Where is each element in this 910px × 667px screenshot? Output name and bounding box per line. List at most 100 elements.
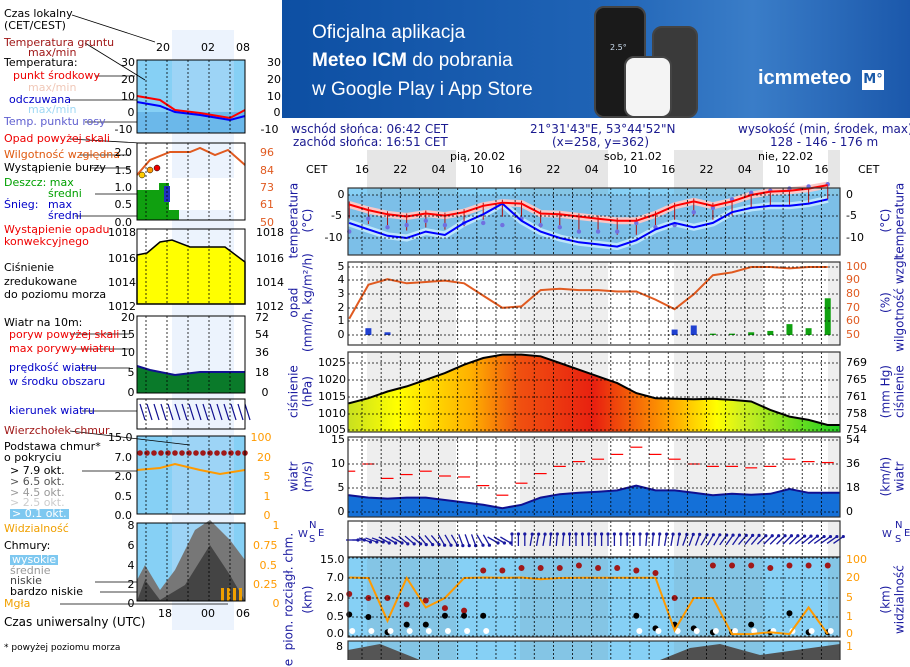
wind-arrow-head: [757, 533, 761, 538]
mini-y-tick: 10: [121, 346, 135, 359]
wind-arrow: [645, 533, 648, 547]
legend-dew-point: Temp. punktu rosy: [4, 115, 106, 128]
wind-arrow-head: [481, 543, 485, 547]
mini-cloud-top-dot: [165, 450, 171, 456]
mini-y-tick: 0: [127, 386, 135, 399]
mini-feels-line: [136, 101, 246, 122]
panel-border: [347, 640, 841, 660]
wind-arrow: [744, 534, 754, 546]
mini-cloud-top-dot: [137, 450, 143, 456]
mini-storm-dot: [153, 164, 161, 172]
mini-y-tick: 15: [121, 328, 135, 341]
cloud-top-dot: [537, 565, 544, 571]
wind-arrow-head: [802, 534, 807, 538]
mini-y-tick: -10: [260, 123, 279, 136]
wind-arrow: [444, 534, 452, 546]
compass-e: E: [904, 528, 910, 539]
wind-arrow: [820, 536, 831, 544]
humidity-axis-label: wilgotność wzgl.: [892, 253, 907, 352]
wind-arrow-head: [777, 534, 781, 538]
mini-wind-arrow: [209, 403, 216, 421]
mini-y-tick: 1018: [108, 226, 136, 239]
mini-y-tick: 15.0: [108, 431, 133, 444]
wind-arrow: [378, 536, 390, 544]
app-promo-banner[interactable]: Oficjalna aplikacja Meteo ICM do pobrani…: [282, 0, 910, 118]
legend-local-time: Czas lokalny: [4, 7, 73, 20]
wind-arrow-head: [424, 542, 428, 547]
wind-arrow: [713, 534, 721, 546]
night-band: [674, 521, 763, 557]
cloud-base-dot-thin: [425, 628, 432, 634]
mini-rain-bar: [169, 210, 179, 220]
mini-y-tick: 1016: [108, 252, 136, 265]
cloud-base-dot-thin: [464, 628, 471, 634]
wind-arrow: [682, 534, 688, 546]
y-tick-right: 0: [846, 505, 853, 518]
y-tick: 2.0: [326, 591, 345, 604]
legend-precip-over: Opad powyżej skali: [4, 132, 110, 145]
cloud-base-dot: [633, 612, 640, 619]
wind-arrow-head: [443, 543, 447, 547]
legend-gust-over: poryw powyżej skali: [9, 328, 120, 341]
pressure-axis-label: ciśnienie: [286, 365, 301, 419]
y-tick-right: 100: [846, 260, 867, 273]
wind-arrow: [694, 534, 701, 546]
mini-y-tick: 0: [127, 106, 135, 119]
cloud-base-dot-thin: [387, 628, 394, 634]
visibility-axis-unit: (km): [878, 585, 893, 614]
wind-arrow-head: [632, 532, 636, 536]
y-tick-right: 70: [846, 301, 860, 314]
wind-arrow-head: [562, 532, 566, 536]
mini-bottom-tick: 00: [201, 607, 215, 620]
mini-panel-border: [136, 522, 246, 602]
wind-arrow: [450, 534, 458, 546]
mini-y-tick: 5: [263, 470, 271, 483]
y-tick-right: -5: [846, 209, 857, 222]
temperature-line: [348, 184, 828, 222]
wind-arrow-head: [677, 532, 682, 536]
mini-y-tick: 30: [121, 56, 135, 69]
y-tick-right: 50: [846, 328, 860, 341]
wind-arrow: [688, 534, 694, 546]
coordinates: 21°31'43"E, 53°44'52"N: [530, 122, 676, 136]
mini-y-tick: -10: [114, 123, 133, 136]
wind-arrow-head: [555, 532, 559, 536]
legend-pressure-3: do poziomu morza: [4, 288, 107, 301]
mini-wind-arrow: [139, 403, 146, 421]
legend-okt65: > 6.5 okt.: [10, 475, 65, 488]
wind-arrow: [776, 535, 786, 545]
mini-cloud-top-dot: [172, 450, 178, 456]
cloud-base-dot: [748, 621, 755, 628]
time-label: 16: [814, 163, 829, 176]
dew-point-dot: [423, 218, 428, 223]
wind-arrow-head: [744, 533, 748, 538]
night-band: [367, 262, 456, 345]
wind-arrow: [833, 536, 844, 544]
wind-arrow-head: [783, 534, 787, 538]
wind-arrow-head: [737, 533, 742, 537]
mini-y-tick: 61: [260, 198, 274, 211]
wind-arrow-head: [587, 532, 591, 536]
mini-y-tick: 0.0: [114, 509, 133, 522]
night-band: [520, 262, 608, 345]
low-cloud-area: [660, 644, 840, 660]
mini-cloud-top-dot: [179, 450, 185, 456]
mini-top-tick: 08: [236, 41, 250, 54]
mini-cloud-top-dot: [193, 450, 199, 456]
mini-y-tick: 1014: [256, 276, 284, 289]
cloud-base-dot-thin: [636, 628, 643, 634]
time-label: 04: [737, 163, 752, 176]
mini-y-tick: 10: [267, 90, 281, 103]
legend-temperature: Temperatura:: [4, 56, 78, 69]
precip-axis-label: opad: [286, 287, 301, 318]
wind-arrow: [801, 535, 812, 545]
wind-arrow: [384, 536, 396, 544]
cloud-top-dot: [805, 562, 812, 569]
mini-wind-arrow: [237, 403, 244, 421]
wind-arrow: [782, 535, 792, 545]
mini-cloud-top-dot: [228, 450, 234, 456]
mini-cloud-top-dot: [214, 450, 220, 456]
mini-y-tick: 73: [260, 181, 274, 194]
legend-maxmin-1: max/min: [28, 81, 77, 94]
